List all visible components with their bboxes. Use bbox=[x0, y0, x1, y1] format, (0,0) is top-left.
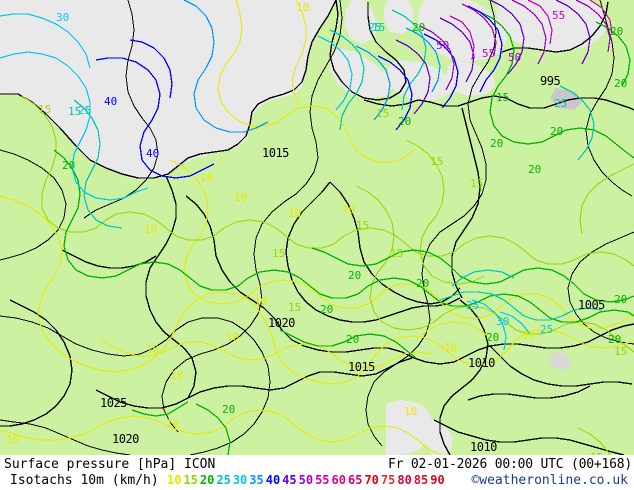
map-graphics bbox=[0, 0, 634, 455]
isotach-20 bbox=[53, 11, 634, 455]
isotach-55 bbox=[449, 0, 613, 61]
isotach-color-scale: 10 15 20 25 30 35 40 45 50 55 60 65 70 75 80 85 90 bbox=[167, 473, 447, 488]
legend-entry-50: 50 bbox=[298, 473, 314, 487]
legend-entry-75: 75 bbox=[380, 473, 396, 487]
legend-entry-65: 65 bbox=[347, 473, 363, 487]
legend-entry-45: 45 bbox=[282, 473, 297, 487]
isotach-50 bbox=[419, 0, 611, 91]
legend-entry-90: 90 bbox=[430, 473, 445, 487]
copyright-credit[interactable]: ©weatheronline.co.uk bbox=[471, 473, 628, 488]
legend-entry-60: 60 bbox=[331, 473, 346, 487]
adriatic-sea bbox=[386, 400, 432, 455]
land-polygons bbox=[0, 0, 634, 455]
parameter-label: Surface pressure [hPa] ICON bbox=[4, 457, 216, 472]
isotach-40 bbox=[95, 5, 503, 179]
weather-map-canvas[interactable]: 1015 1015 1020 1020 1025 995 1005 1010 1010 30 40… bbox=[0, 0, 634, 455]
isotach-30 bbox=[0, 13, 531, 351]
isotach-45 bbox=[395, 0, 591, 115]
legend-entry-70: 70 bbox=[364, 473, 379, 487]
legend-entry-85: 85 bbox=[413, 473, 429, 487]
legend-entry-30: 30 bbox=[232, 473, 248, 487]
valid-time-label: Fr 02-01-2026 00:00 UTC (00+168) bbox=[387, 457, 632, 472]
legend-entry-15: 15 bbox=[183, 473, 198, 487]
map-footer: Surface pressure [hPa] ICON Isotachs 10m… bbox=[0, 455, 634, 490]
country-borders bbox=[0, 0, 634, 455]
legend-entry-20: 20 bbox=[199, 473, 215, 487]
legend-entry-10: 10 bbox=[167, 473, 182, 487]
isotach-25 bbox=[73, 9, 603, 321]
legend-entry-25: 25 bbox=[216, 473, 231, 487]
lake-balaton bbox=[548, 352, 572, 370]
isotach-35 bbox=[183, 0, 441, 133]
legend-entry-35: 35 bbox=[249, 473, 264, 487]
isotach-legend-label: Isotachs 10m (km/h) bbox=[10, 473, 159, 488]
legend-entry-55: 55 bbox=[315, 473, 330, 487]
isotach-15 bbox=[21, 95, 634, 455]
legend-entry-80: 80 bbox=[397, 473, 412, 487]
isotach-10 bbox=[0, 0, 634, 455]
legend-entry-40: 40 bbox=[265, 473, 281, 487]
